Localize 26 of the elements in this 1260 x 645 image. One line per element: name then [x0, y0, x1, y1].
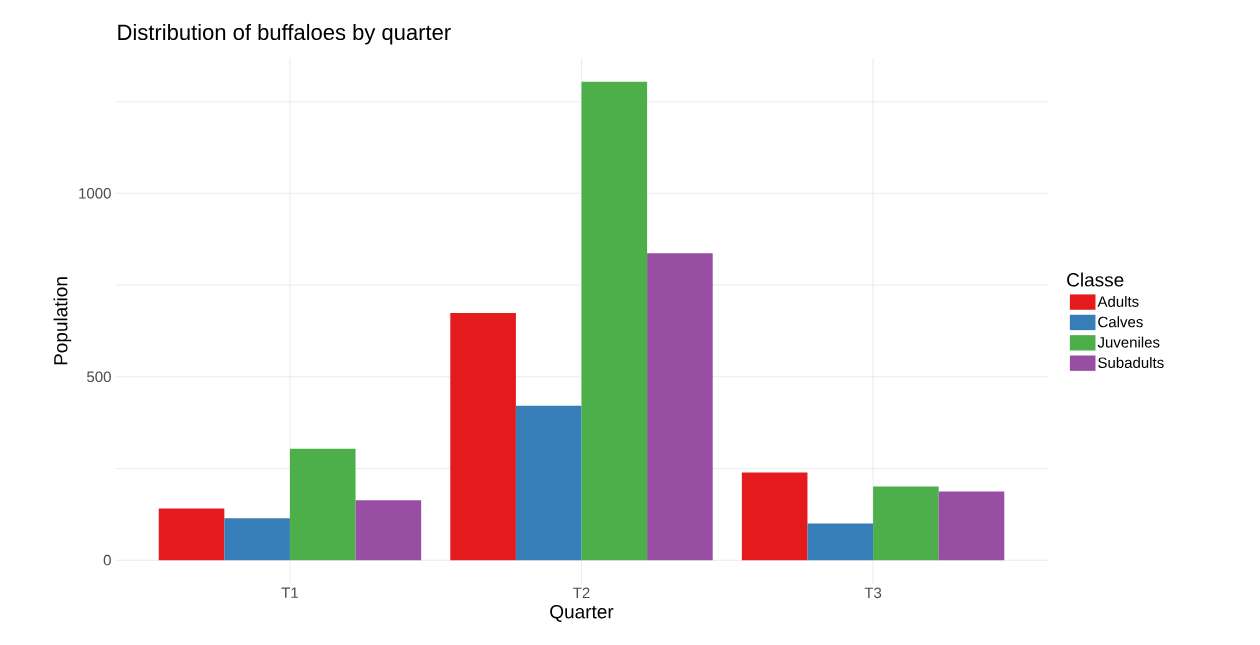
- x-axis-title: Quarter: [550, 605, 614, 622]
- y-tick-label: 500: [87, 371, 111, 383]
- bar: [873, 486, 939, 561]
- bar: [289, 448, 356, 561]
- bar: [158, 508, 225, 561]
- y-tick-label: 1000: [79, 188, 111, 199]
- x-tick-label: T3: [864, 587, 882, 599]
- legend-label: Subadults: [1098, 357, 1164, 369]
- y-axis-title: Population: [53, 277, 72, 365]
- bar: [450, 312, 516, 561]
- bar: [741, 472, 808, 561]
- chart-title: Distribution of buffaloes by quarter: [118, 23, 451, 45]
- y-tick-label: 0: [103, 554, 111, 566]
- legend-label: Juveniles: [1097, 336, 1160, 348]
- bar: [224, 518, 290, 561]
- legend-title: Classe: [1067, 272, 1124, 287]
- bar: [515, 405, 582, 561]
- x-tick-label: T2: [573, 587, 590, 599]
- bar: [647, 253, 713, 561]
- bar: [355, 500, 422, 561]
- legend-label: Calves: [1098, 316, 1143, 328]
- bar: [581, 81, 648, 561]
- legend-label: Adults: [1097, 295, 1139, 307]
- x-tick-label: T1: [281, 587, 298, 598]
- bar: [938, 491, 1005, 561]
- bar: [807, 523, 874, 561]
